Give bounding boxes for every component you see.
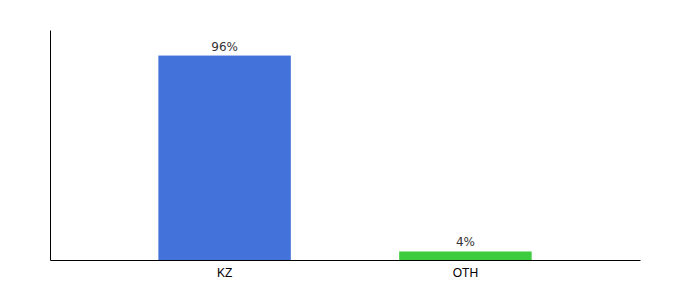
y-axis-line: [50, 31, 51, 261]
chart: KZ OTH 96% 4%: [0, 0, 680, 300]
data-label: 96%: [211, 40, 238, 54]
x-axis-line: [51, 260, 641, 261]
data-label: 4%: [456, 235, 475, 249]
x-tick-label: KZ: [217, 266, 232, 280]
x-tick-label: OTH: [453, 266, 478, 280]
data-labels: 96% 4%: [211, 40, 475, 250]
bar: [158, 56, 290, 260]
y-axis: [50, 31, 51, 261]
plot: KZ OTH 96% 4%: [51, 31, 641, 280]
x-tick: OTH: [453, 266, 478, 280]
x-tick: KZ: [217, 266, 232, 280]
bar: [399, 251, 531, 260]
x-axis: KZ OTH: [51, 261, 641, 280]
bars: [158, 56, 531, 260]
